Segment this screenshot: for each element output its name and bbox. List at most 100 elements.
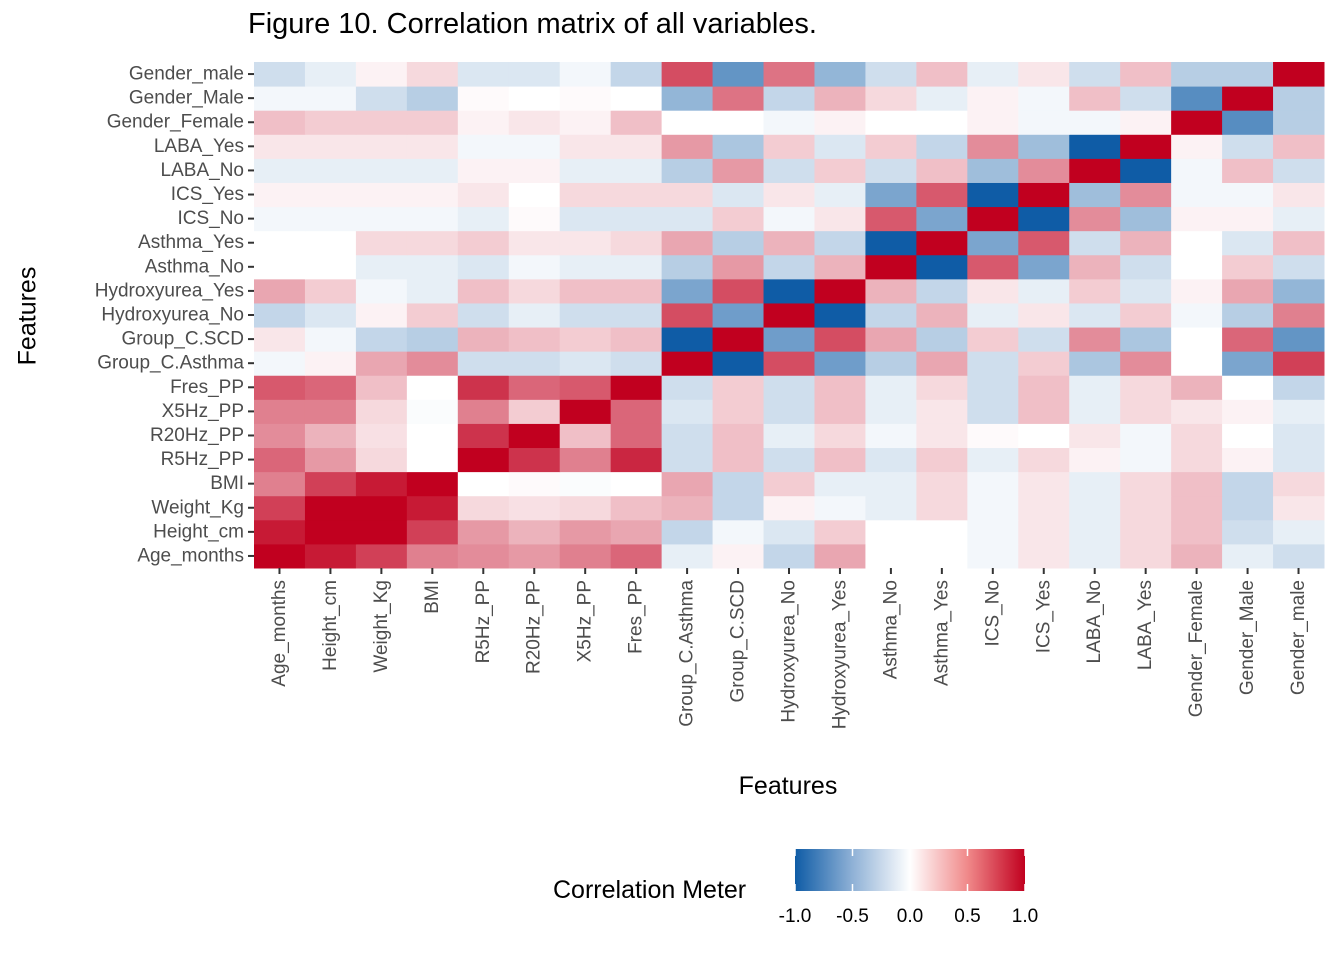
heatmap-cell (1171, 447, 1223, 473)
heatmap-cell (814, 495, 866, 521)
x-tick-label: Hydroxyurea_No (779, 580, 800, 723)
heatmap-cell (610, 302, 663, 328)
heatmap-cell (763, 399, 815, 424)
heatmap-cell (406, 471, 459, 497)
heatmap-cell (406, 62, 459, 87)
y-tick-label: Gender_male (129, 64, 244, 85)
heatmap-cell (763, 519, 815, 545)
heatmap-cell (1120, 182, 1172, 208)
heatmap-cell (661, 399, 714, 424)
heatmap-cell (1222, 495, 1274, 521)
heatmap-cell (712, 278, 765, 304)
y-tick-label: Gender_Female (107, 112, 244, 133)
x-tick-label: Age_months (269, 580, 290, 687)
x-tick-label: Gender_male (1288, 580, 1309, 695)
heatmap-cell (763, 471, 815, 497)
heatmap-cell (406, 302, 459, 328)
heatmap-cell (457, 327, 510, 352)
heatmap-cell (1171, 182, 1223, 208)
heatmap-cell (559, 399, 612, 424)
heatmap-cell (1222, 471, 1274, 497)
heatmap-cell (814, 543, 866, 569)
heatmap-cell (254, 158, 306, 183)
heatmap-cell (661, 110, 714, 135)
heatmap-cell (1120, 110, 1172, 135)
heatmap-cell (355, 158, 408, 183)
heatmap-cell (1273, 110, 1325, 135)
heatmap-cell (1018, 447, 1070, 473)
heatmap-cell (763, 110, 815, 135)
heatmap-cell (610, 110, 663, 135)
heatmap-cell (1222, 302, 1274, 328)
heatmap-cell (1120, 206, 1172, 232)
heatmap-cell (763, 62, 815, 87)
heatmap-cell (559, 327, 612, 352)
heatmap-cell (610, 230, 663, 256)
heatmap-cell (610, 519, 663, 545)
heatmap-cell (610, 375, 663, 400)
heatmap-cell (1120, 543, 1172, 569)
heatmap-cell (610, 182, 663, 208)
heatmap-cell (1273, 134, 1325, 159)
heatmap-cell (712, 62, 765, 87)
heatmap-cell (967, 519, 1019, 545)
heatmap-cell (661, 86, 714, 111)
heatmap-cell (865, 254, 917, 280)
heatmap-cell (304, 230, 357, 256)
heatmap-cell (763, 206, 815, 232)
y-tick-label: LABA_Yes (154, 136, 244, 157)
heatmap-cell (814, 302, 866, 328)
heatmap-cell (1069, 327, 1121, 352)
heatmap-cell (1273, 230, 1325, 256)
heatmap-cell (1018, 399, 1070, 424)
heatmap-cell (1018, 423, 1070, 449)
heatmap-cell (712, 423, 765, 449)
heatmap-cell (406, 134, 459, 159)
heatmap-cell (1273, 62, 1325, 87)
heatmap-cell (712, 519, 765, 545)
heatmap-cell (304, 302, 357, 328)
heatmap-cell (661, 278, 714, 304)
heatmap-cell (1273, 399, 1325, 424)
x-tick-label: Gender_Female (1186, 580, 1207, 717)
x-tick-label: BMI (422, 580, 443, 614)
heatmap-cell (254, 230, 306, 256)
heatmap-cell (763, 423, 815, 449)
heatmap-cell (1120, 327, 1172, 352)
heatmap-cell (865, 519, 917, 545)
heatmap-cell (1120, 375, 1172, 400)
heatmap-cell (254, 351, 306, 376)
heatmap-cell (610, 351, 663, 376)
heatmap-cell (865, 110, 917, 135)
heatmap-cell (355, 206, 408, 232)
heatmap-cell (1273, 254, 1325, 280)
heatmap-cell (355, 495, 408, 521)
y-tick-label: Age_months (137, 545, 244, 566)
heatmap-cell (508, 495, 561, 521)
heatmap-cell (355, 543, 408, 569)
heatmap-cell (1171, 519, 1223, 545)
heatmap-cell (508, 110, 561, 135)
heatmap-cell (1222, 110, 1274, 135)
x-tick-label: Group_C.Asthma (677, 580, 698, 727)
heatmap-cell (865, 134, 917, 159)
heatmap-cell (865, 206, 917, 232)
heatmap-cell (712, 495, 765, 521)
heatmap-cell (1222, 206, 1274, 232)
heatmap-cell (457, 399, 510, 424)
heatmap-cell (967, 278, 1019, 304)
heatmap-cell (406, 158, 459, 183)
heatmap-cells (254, 62, 1325, 569)
heatmap-cell (1171, 495, 1223, 521)
heatmap-cell (814, 447, 866, 473)
heatmap-cell (967, 351, 1019, 376)
heatmap-cell (1069, 254, 1121, 280)
heatmap-cell (254, 519, 306, 545)
heatmap-cell (967, 543, 1019, 569)
heatmap-cell (763, 375, 815, 400)
heatmap-cell (1171, 302, 1223, 328)
heatmap-cell (610, 543, 663, 569)
heatmap-cell (916, 134, 968, 159)
heatmap-cell (712, 399, 765, 424)
y-tick-label: R20Hz_PP (150, 425, 244, 446)
